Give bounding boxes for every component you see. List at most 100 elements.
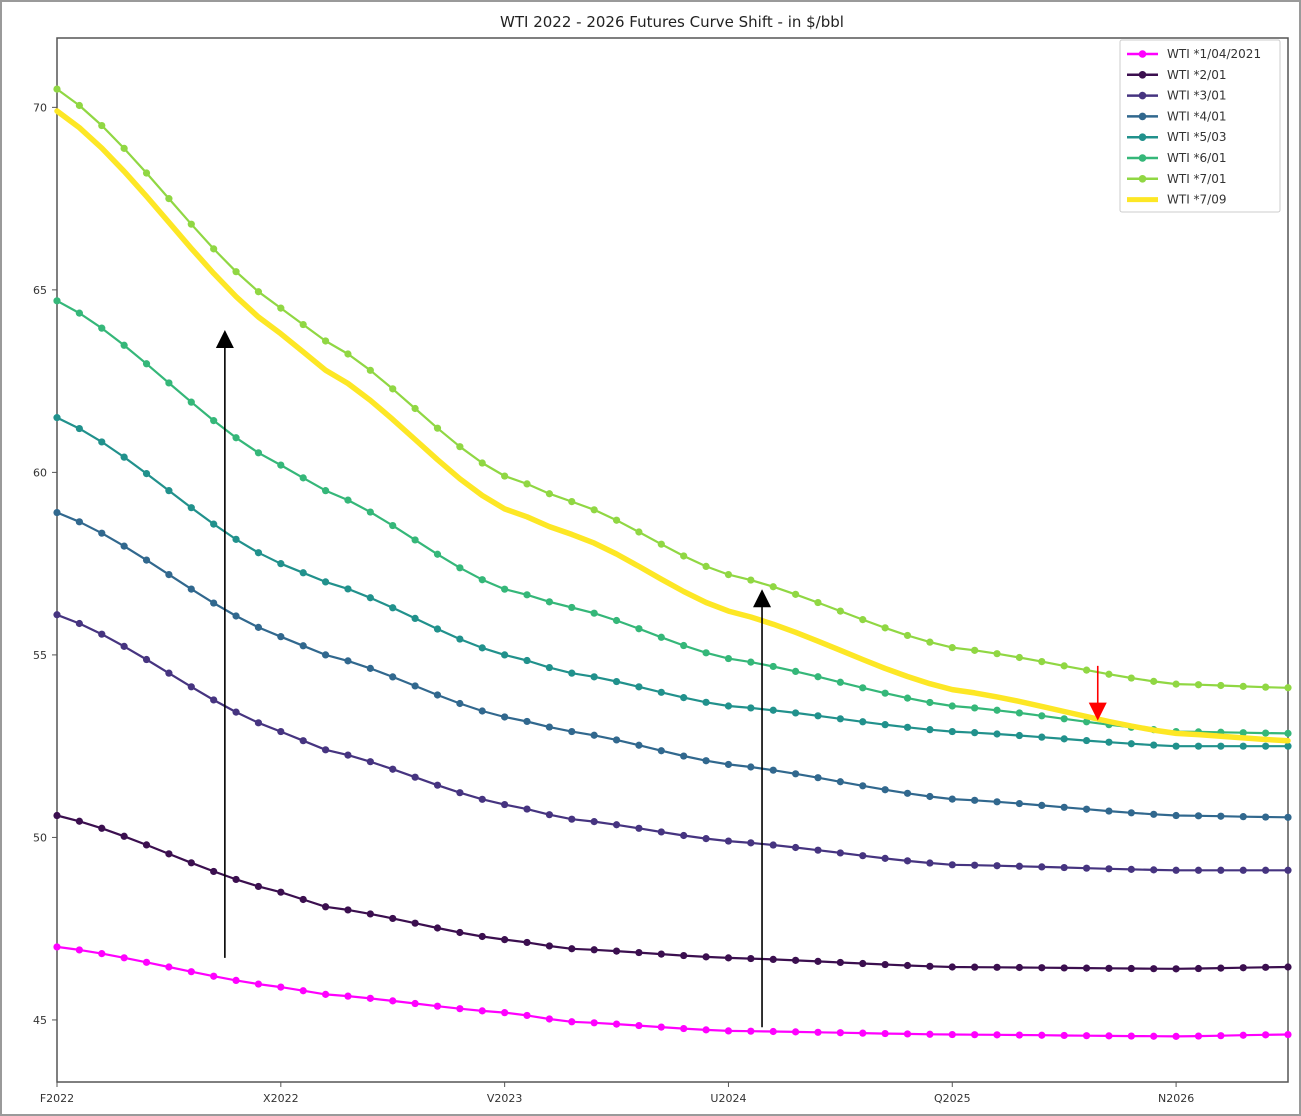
plot-area [56,37,1289,1083]
data-point [590,609,598,617]
data-point [501,713,509,721]
data-point [881,960,889,969]
data-point [903,631,912,640]
data-point [1262,742,1270,750]
data-point [389,914,397,923]
data-point [568,1018,576,1026]
data-point [501,472,509,480]
data-point [568,497,576,506]
data-point [881,786,889,794]
data-point [1284,742,1292,750]
data-point [792,843,800,852]
series-5 [53,414,1292,750]
data-point [1150,965,1158,973]
data-point [389,673,397,681]
data-point [612,516,621,524]
data-point [792,956,800,964]
legend-label: WTI *3/01 [1167,89,1227,103]
chart-title: WTI 2022 - 2026 Futures Curve Shift - in… [500,13,844,31]
data-point [75,518,83,526]
series-line [55,613,1290,872]
data-point [769,583,777,591]
data-point [993,650,1001,658]
data-point [836,1029,844,1037]
legend-marker [1138,154,1147,162]
data-point [903,723,912,731]
series-line [55,814,1290,970]
data-point [545,723,554,731]
data-point [903,961,912,970]
data-point [1082,864,1091,872]
x-tick-label: Q2025 [934,1092,971,1105]
data-point [635,948,643,957]
data-point [478,707,486,715]
data-point [1060,803,1068,811]
data-point [165,195,173,203]
data-point [366,366,374,374]
data-point [1105,807,1113,815]
data-point [926,698,934,707]
data-point [724,571,733,579]
legend-entry: WTI *7/01 [1127,172,1227,186]
data-point [1127,740,1135,748]
x-tick-label: F2022 [40,1092,74,1105]
data-point [814,774,822,782]
data-point [702,698,710,706]
data-point [53,414,61,422]
data-point [971,1031,979,1039]
legend-entry: WTI *3/01 [1127,89,1227,103]
data-point [478,644,486,652]
data-point [1284,1030,1292,1039]
data-point [612,677,621,686]
data-point [366,664,374,672]
data-point [926,792,934,801]
legend-marker [1138,133,1147,141]
data-point [1082,718,1091,726]
data-point [1127,674,1135,682]
data-point [210,696,218,704]
data-point [187,504,195,512]
data-point [411,404,419,413]
legend-entry: WTI *2/01 [1127,68,1227,82]
data-point [277,560,285,568]
data-point [75,619,83,628]
data-point [478,1007,486,1015]
data-point [948,702,956,710]
data-point [1239,1031,1247,1039]
data-point [814,846,822,854]
data-point [433,924,442,932]
legend-label: WTI *1/04/2021 [1167,47,1261,61]
data-point [523,480,531,488]
data-point [747,839,755,847]
data-point [232,535,240,543]
data-point [321,746,330,754]
x-axis: F2022 X2022 V2023 U2024 Q2025 N2026 [40,1082,1194,1105]
data-point [1038,657,1046,666]
data-point [1082,805,1091,813]
data-point [635,741,643,749]
data-point [210,867,218,876]
data-point [926,962,934,970]
series-lines [53,85,1292,1040]
data-point [299,987,307,995]
data-point [926,859,934,867]
data-point [702,562,710,571]
series-line [55,299,1290,735]
y-tick-label: 65 [33,284,47,297]
arrow-head [753,589,772,608]
data-point [478,576,486,584]
data-point [545,1015,554,1023]
data-point [142,169,151,177]
data-point [366,594,374,602]
data-point [456,699,464,708]
data-point [120,954,128,962]
data-point [612,616,621,625]
data-point [590,946,598,954]
data-point [859,1029,867,1037]
data-point [53,85,61,93]
data-point [1284,684,1292,692]
data-point [1015,731,1024,740]
data-point [299,569,307,577]
data-point [1262,729,1270,737]
data-point [680,752,688,760]
